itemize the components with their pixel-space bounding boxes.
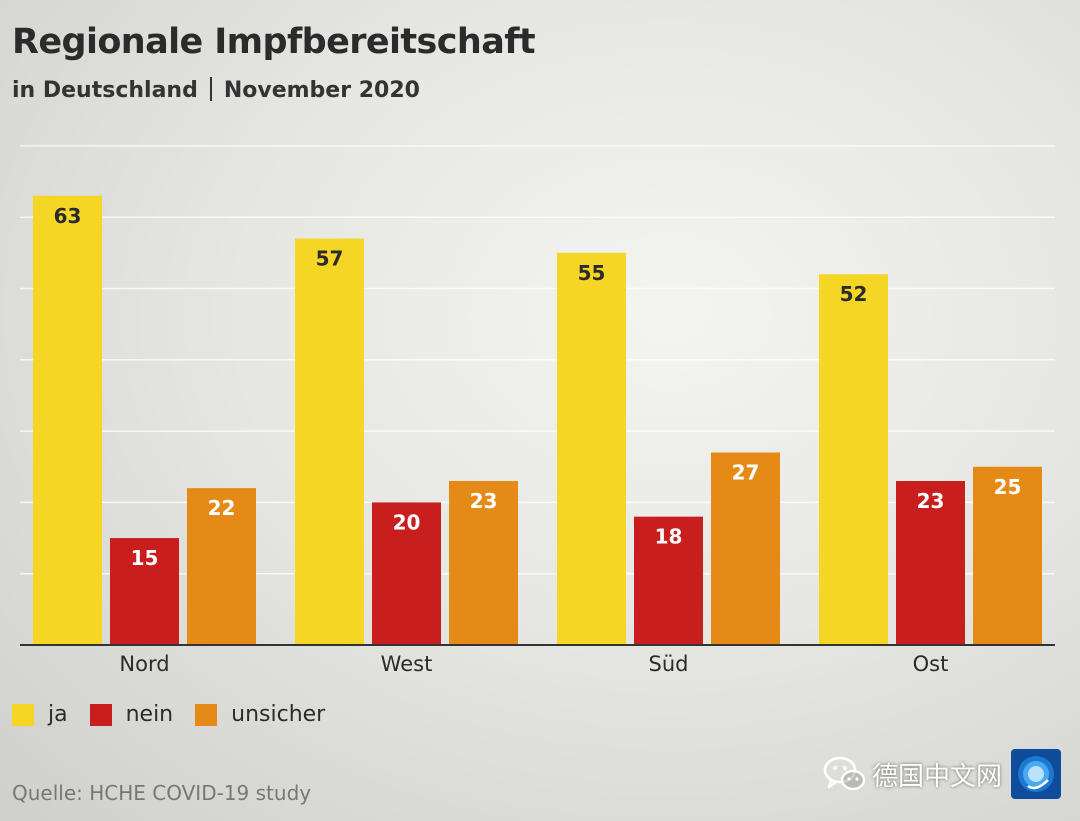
data-label-west-ja: 57 [316, 247, 344, 271]
legend-swatch-unsicher [195, 703, 218, 726]
bar-west-unsicher [449, 481, 518, 645]
data-label-ost-nein: 23 [917, 489, 945, 513]
data-label-sued-ja: 55 [578, 261, 606, 285]
legend-swatch-ja [12, 703, 34, 726]
x-tick-label-nord: Nord [119, 652, 169, 676]
data-label-west-unsicher: 23 [470, 489, 498, 513]
wechat-icon [823, 756, 866, 791]
bar-chart: 63 15 22 57 20 23 55 18 27 52 23 25 Nord West Süd Ost [20, 195, 1055, 676]
watermark: 德国中文网 [822, 748, 1062, 800]
source-note: Quelle: HCHE COVID-19 study [12, 781, 312, 805]
x-tick-label-west: West [381, 652, 433, 676]
legend-item-nein: nein [89, 702, 174, 727]
bar-sued-unsicher [711, 452, 780, 645]
x-axis-labels: Nord West Süd Ost [119, 652, 948, 676]
bar-sued-nein [634, 516, 703, 645]
x-tick-label-sued: Süd [649, 652, 689, 676]
bar-ost-unsicher [973, 466, 1042, 645]
legend-label-nein: nein [125, 702, 174, 727]
dw-logo-icon [1011, 749, 1061, 799]
bar-west-nein [372, 502, 441, 645]
chart-title: Regionale Impfbereitschaft [12, 22, 536, 62]
data-label-ost-ja: 52 [840, 282, 868, 306]
data-label-sued-nein: 18 [655, 525, 683, 549]
subtitle-region: in Deutschland [12, 78, 198, 103]
watermark-text: 德国中文网 [871, 761, 1002, 792]
bar-ost-nein [896, 481, 965, 645]
data-label-nord-nein: 15 [131, 546, 159, 570]
bar-nord-nein [110, 538, 179, 645]
data-label-nord-unsicher: 22 [208, 496, 236, 520]
legend-item-ja: ja [12, 702, 68, 727]
bar-west-ja [295, 238, 364, 645]
legend-item-unsicher: unsicher [195, 702, 325, 727]
chart-subtitle: in Deutschland November 2020 [12, 77, 420, 103]
legend: ja nein unsicher [12, 702, 347, 727]
data-label-nord-ja: 63 [54, 204, 82, 228]
legend-label-unsicher: unsicher [231, 702, 326, 727]
subtitle-separator [209, 77, 212, 101]
bar-ost-ja [819, 274, 888, 645]
data-label-ost-unsicher: 25 [994, 475, 1022, 499]
legend-label-ja: ja [48, 702, 68, 727]
legend-swatch-nein [89, 703, 112, 726]
bar-nord-unsicher [187, 488, 256, 645]
data-label-sued-unsicher: 27 [732, 460, 760, 484]
data-label-west-nein: 20 [393, 510, 421, 534]
bars: 63 15 22 57 20 23 55 18 27 52 23 25 [33, 195, 1042, 645]
bar-sued-ja [557, 252, 626, 645]
bar-nord-ja [33, 195, 102, 645]
subtitle-date: November 2020 [223, 78, 420, 103]
x-tick-label-ost: Ost [913, 652, 949, 676]
